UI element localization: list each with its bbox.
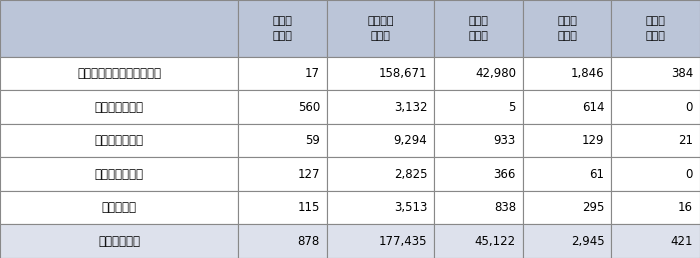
Bar (239, 0, 327, 57)
Bar (523, 224, 612, 258)
Text: 61: 61 (589, 168, 605, 181)
Bar (239, 57, 327, 90)
Bar (0, 191, 239, 224)
Text: 5: 5 (508, 101, 516, 114)
Text: 295: 295 (582, 201, 605, 214)
Text: 2,825: 2,825 (394, 168, 428, 181)
Bar (612, 157, 700, 191)
Text: 838: 838 (494, 201, 516, 214)
Text: 21: 21 (678, 134, 693, 147)
Text: 消　火　支　援: 消 火 支 援 (94, 168, 144, 181)
Bar (239, 90, 327, 124)
Bar (523, 157, 612, 191)
Bar (327, 0, 435, 57)
Bar (435, 124, 523, 157)
Bar (435, 90, 523, 124)
Bar (327, 124, 435, 157)
Text: 車　両
（両）: 車 両 （両） (469, 16, 489, 41)
Bar (239, 157, 327, 191)
Text: 421: 421 (671, 235, 693, 248)
Text: 933: 933 (494, 134, 516, 147)
Text: 捜　索　救　難: 捜 索 救 難 (94, 134, 144, 147)
Text: 急　患　空　輸: 急 患 空 輸 (94, 101, 144, 114)
Text: 0: 0 (685, 101, 693, 114)
Text: 614: 614 (582, 101, 605, 114)
Bar (523, 124, 612, 157)
Bar (435, 191, 523, 224)
Bar (612, 191, 700, 224)
Text: 艦　船
（隻）: 艦 船 （隻） (646, 16, 666, 41)
Bar (239, 191, 327, 224)
Text: 人　　員
（人）: 人 員 （人） (368, 16, 394, 41)
Text: 航空機
（機）: 航空機 （機） (557, 16, 577, 41)
Bar (612, 124, 700, 157)
Text: 384: 384 (671, 67, 693, 80)
Bar (327, 191, 435, 224)
Bar (0, 124, 239, 157)
Bar (239, 124, 327, 157)
Bar (435, 224, 523, 258)
Text: 127: 127 (298, 168, 320, 181)
Bar (523, 191, 612, 224)
Bar (0, 57, 239, 90)
Bar (327, 90, 435, 124)
Text: 45,122: 45,122 (475, 235, 516, 248)
Text: 177,435: 177,435 (379, 235, 428, 248)
Text: 1,846: 1,846 (570, 67, 605, 80)
Text: 129: 129 (582, 134, 605, 147)
Text: 158,671: 158,671 (379, 67, 428, 80)
Bar (612, 0, 700, 57)
Text: 9,294: 9,294 (393, 134, 428, 147)
Bar (0, 90, 239, 124)
Bar (435, 0, 523, 57)
Bar (0, 0, 239, 57)
Bar (0, 157, 239, 191)
Bar (327, 224, 435, 258)
Text: 115: 115 (298, 201, 320, 214)
Bar (612, 224, 700, 258)
Bar (612, 57, 700, 90)
Bar (523, 57, 612, 90)
Text: そ　の　他: そ の 他 (102, 201, 136, 214)
Bar (327, 57, 435, 90)
Text: 59: 59 (305, 134, 320, 147)
Text: 17: 17 (305, 67, 320, 80)
Text: 3,132: 3,132 (394, 101, 428, 114)
Text: 878: 878 (298, 235, 320, 248)
Text: 2,945: 2,945 (570, 235, 605, 248)
Text: 0: 0 (685, 168, 693, 181)
Bar (612, 90, 700, 124)
Text: 合　　　　計: 合 計 (98, 235, 140, 248)
Bar (435, 157, 523, 191)
Text: 560: 560 (298, 101, 320, 114)
Bar (239, 224, 327, 258)
Text: 366: 366 (494, 168, 516, 181)
Text: 3,513: 3,513 (394, 201, 428, 214)
Bar (523, 90, 612, 124)
Bar (523, 0, 612, 57)
Bar (435, 57, 523, 90)
Bar (0, 224, 239, 258)
Text: 風水雪害・震災・噴火対処: 風水雪害・震災・噴火対処 (77, 67, 161, 80)
Bar (327, 157, 435, 191)
Text: 42,980: 42,980 (475, 67, 516, 80)
Text: 16: 16 (678, 201, 693, 214)
Text: 件　数
（件）: 件 数 （件） (273, 16, 293, 41)
